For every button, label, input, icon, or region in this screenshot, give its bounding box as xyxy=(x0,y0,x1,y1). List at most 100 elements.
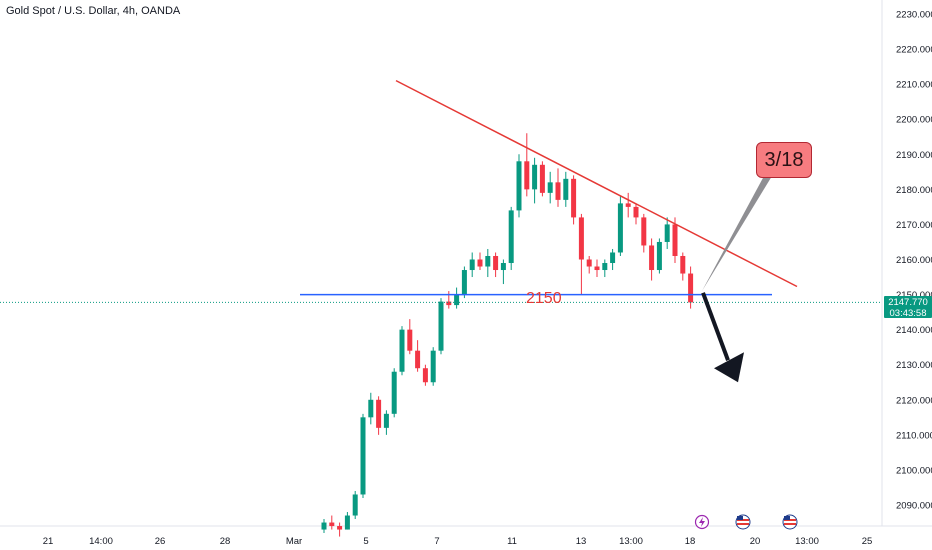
candle-body xyxy=(352,494,358,516)
x-tick-label: Mar xyxy=(286,536,302,547)
candle xyxy=(360,413,366,498)
date-callout[interactable]: 3/18 xyxy=(756,142,812,178)
candle-body xyxy=(321,522,327,530)
candle xyxy=(633,203,639,225)
bar-countdown: 03:43:58 xyxy=(889,308,927,319)
forecast-arrow-head xyxy=(714,352,744,383)
callout-pointer xyxy=(702,176,772,291)
candle-body xyxy=(415,350,421,369)
candle-body xyxy=(493,255,499,271)
x-tick-label: 13:00 xyxy=(619,536,643,547)
x-tick-label: 26 xyxy=(155,536,166,547)
x-tick-label: 14:00 xyxy=(89,536,113,547)
candle-body xyxy=(368,399,374,418)
candle xyxy=(571,175,577,225)
candle-body xyxy=(571,178,577,218)
candle-body xyxy=(485,255,491,267)
candle xyxy=(656,238,662,274)
candle-body xyxy=(555,182,561,200)
candle xyxy=(376,396,382,435)
y-tick-label: 2140.000 xyxy=(896,325,932,336)
chart-title: Gold Spot / U.S. Dollar, 4h, OANDA xyxy=(6,5,181,17)
candle xyxy=(321,519,327,534)
candle-body xyxy=(680,255,686,274)
candle xyxy=(446,291,452,309)
support-level-label: 2150 xyxy=(526,290,562,307)
candle xyxy=(641,213,647,253)
candle xyxy=(602,259,608,278)
candle xyxy=(329,515,335,530)
candle xyxy=(610,248,616,271)
candle-body xyxy=(500,263,506,271)
candle xyxy=(688,266,694,309)
candle-body xyxy=(532,164,538,190)
us-flag-event-icon xyxy=(782,514,798,530)
candle xyxy=(500,259,506,285)
x-tick-label: 7 xyxy=(434,536,439,547)
candle-body xyxy=(586,259,592,267)
candle xyxy=(524,133,530,197)
y-tick-label: 2210.000 xyxy=(896,80,932,91)
candle xyxy=(586,255,592,274)
y-tick-label: 2130.000 xyxy=(896,360,932,371)
candle-body xyxy=(477,259,483,267)
candles xyxy=(321,133,694,537)
candle xyxy=(469,252,475,278)
candle-body xyxy=(539,164,545,193)
drawings xyxy=(0,79,882,383)
candle-body xyxy=(383,413,389,428)
candle-body xyxy=(329,522,335,527)
candle xyxy=(368,392,374,425)
x-tick-label: 13 xyxy=(576,536,587,547)
candle-body xyxy=(337,526,343,530)
candle xyxy=(563,171,569,207)
y-tick-label: 2230.000 xyxy=(896,10,932,21)
candle-body xyxy=(633,206,639,218)
time-axis[interactable]: 21 14:00 26 28 Mar 5 7 11 13 13:00 18 20 13:00 25 xyxy=(43,536,873,547)
candle xyxy=(430,347,436,386)
event-markers[interactable] xyxy=(694,514,798,530)
x-tick-label: 5 xyxy=(363,536,368,547)
flag-stripe xyxy=(784,523,796,525)
candle xyxy=(415,340,421,372)
candle-body xyxy=(344,515,350,530)
candle xyxy=(547,171,553,204)
candle-body xyxy=(360,417,366,495)
candle xyxy=(438,298,444,355)
candle-body xyxy=(617,203,623,253)
candle-body xyxy=(602,263,608,271)
candle-body xyxy=(524,161,530,190)
candle-body xyxy=(422,368,428,383)
x-tick-label: 11 xyxy=(507,536,517,547)
y-tick-label: 2110.000 xyxy=(896,430,932,441)
last-price-value: 2147.770 xyxy=(888,297,928,308)
candle xyxy=(454,287,460,309)
candle xyxy=(337,522,343,537)
candle-body xyxy=(446,301,452,306)
candle-body xyxy=(516,161,522,211)
candle xyxy=(493,252,499,278)
candle xyxy=(539,161,545,197)
candle-body xyxy=(649,245,655,271)
y-tick-label: 2200.000 xyxy=(896,115,932,126)
y-tick-label: 2170.000 xyxy=(896,220,932,231)
x-tick-label: 13:00 xyxy=(795,536,819,547)
y-tick-label: 2150.000 xyxy=(896,290,932,301)
candle-body xyxy=(656,241,662,271)
candle-body xyxy=(688,273,694,303)
candle xyxy=(477,252,483,271)
price-axis[interactable]: 2230.000 2220.000 2210.000 2200.000 2190.000… xyxy=(896,10,932,512)
candle xyxy=(555,168,561,207)
candle-body xyxy=(454,294,460,306)
candle xyxy=(617,196,623,256)
candle-body xyxy=(547,182,553,193)
flag-canton xyxy=(784,516,790,520)
candle xyxy=(391,368,397,418)
candle-body xyxy=(461,270,467,295)
last-price-badge: 2147.770 03:43:58 xyxy=(884,296,932,319)
candle-body xyxy=(610,252,616,264)
x-tick-label: 18 xyxy=(685,536,696,547)
y-tick-label: 2180.000 xyxy=(896,185,932,196)
y-tick-label: 2160.000 xyxy=(896,255,932,266)
